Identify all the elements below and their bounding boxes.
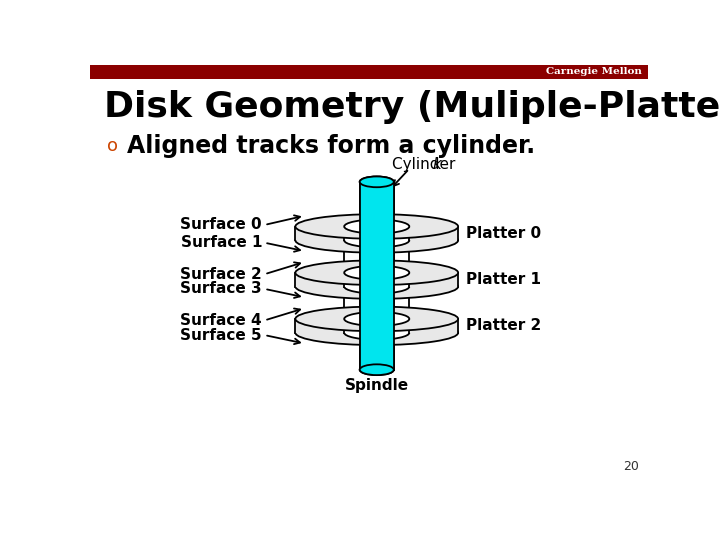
Bar	[295, 319, 458, 333]
Ellipse shape	[344, 312, 409, 326]
Bar	[360, 182, 394, 370]
Bar	[344, 319, 409, 333]
Ellipse shape	[344, 233, 409, 247]
Bar	[295, 226, 458, 240]
Bar	[344, 273, 409, 287]
Ellipse shape	[344, 280, 409, 294]
Text: Disk Geometry (Muliple-Platter View): Disk Geometry (Muliple-Platter View)	[104, 90, 720, 124]
Bar	[360, 182, 394, 370]
Bar	[90, 65, 648, 79]
Ellipse shape	[295, 260, 458, 285]
Text: Carnegie Mellon: Carnegie Mellon	[546, 68, 642, 76]
Ellipse shape	[344, 220, 409, 233]
Ellipse shape	[295, 320, 458, 345]
Ellipse shape	[360, 364, 394, 375]
Bar	[295, 273, 458, 287]
Text: k: k	[433, 157, 441, 172]
Text: Aligned tracks form a cylinder.: Aligned tracks form a cylinder.	[127, 134, 536, 158]
Text: Surface 0: Surface 0	[181, 218, 262, 232]
Ellipse shape	[344, 266, 409, 280]
Text: 20: 20	[623, 460, 639, 473]
Text: Cylinder: Cylinder	[392, 157, 461, 172]
Ellipse shape	[295, 274, 458, 299]
Ellipse shape	[360, 177, 394, 187]
Bar	[344, 226, 409, 240]
Text: Platter 2: Platter 2	[466, 319, 541, 333]
Ellipse shape	[295, 307, 458, 331]
Ellipse shape	[295, 214, 458, 239]
Text: Spindle: Spindle	[345, 377, 409, 393]
Text: Surface 2: Surface 2	[180, 267, 262, 282]
Ellipse shape	[295, 228, 458, 253]
Ellipse shape	[360, 177, 394, 187]
Text: Surface 5: Surface 5	[181, 328, 262, 342]
Text: Surface 1: Surface 1	[181, 235, 262, 250]
Text: Platter 1: Platter 1	[466, 272, 541, 287]
Text: Platter 0: Platter 0	[466, 226, 541, 241]
Text: Surface 4: Surface 4	[181, 313, 262, 328]
Text: Surface 3: Surface 3	[181, 281, 262, 296]
Ellipse shape	[344, 326, 409, 340]
Ellipse shape	[360, 364, 394, 375]
Text: o: o	[107, 137, 118, 154]
